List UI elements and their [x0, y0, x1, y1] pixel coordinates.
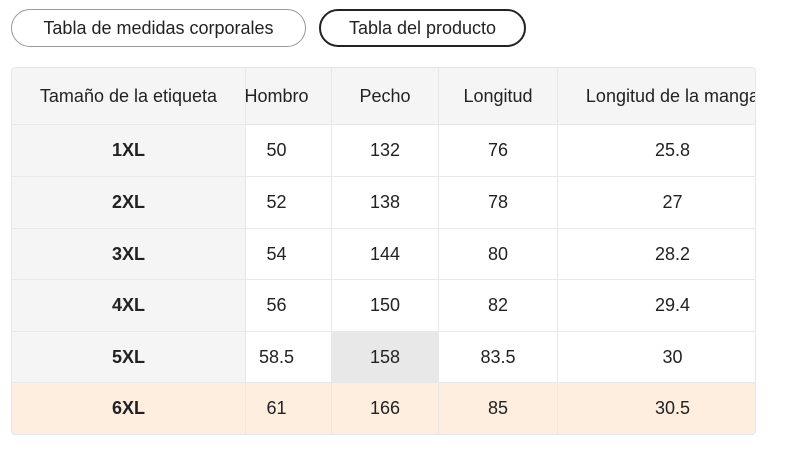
header-cell: Pecho [332, 68, 439, 125]
header-cell: Tamaño de la etiqueta [12, 68, 246, 125]
measure-cell: 82 [439, 280, 558, 332]
tab-selected[interactable]: Tabla del producto [319, 9, 526, 47]
measure-cell: 78 [439, 177, 558, 229]
measure-cell: 30.5 [558, 383, 755, 434]
measure-cell: 80 [439, 229, 558, 280]
measure-cell: 76 [439, 125, 558, 177]
measure-cell: 144 [332, 229, 439, 280]
measure-cell: 58.5 [222, 332, 332, 383]
size-label: 3XL [12, 229, 246, 280]
size-label: 6XL [12, 383, 246, 434]
header-cell: Longitud de la manga [558, 68, 755, 125]
measure-cell: 25.8 [558, 125, 755, 177]
measure-cell: 27 [558, 177, 755, 229]
measure-cell: 150 [332, 280, 439, 332]
size-label: 5XL [12, 332, 246, 383]
measure-cell: 85 [439, 383, 558, 434]
size-label: 4XL [12, 280, 246, 332]
size-label: 2XL [12, 177, 246, 229]
measure-cell: 166 [332, 383, 439, 434]
measure-cell: 132 [332, 125, 439, 177]
header-cell: Longitud [439, 68, 558, 125]
measure-cell: 83.5 [439, 332, 558, 383]
measure-cell: 50 [222, 125, 332, 177]
measure-cell: 30 [558, 332, 755, 383]
tab[interactable]: Tabla de medidas corporales [11, 9, 306, 47]
size-label: 1XL [12, 125, 246, 177]
measure-cell: 52 [222, 177, 332, 229]
measure-cell: 138 [332, 177, 439, 229]
size-table: Tamaño de la etiqueta Hombro Pecho Longitud… [11, 67, 756, 435]
measure-cell: 54 [222, 229, 332, 280]
measure-cell: 158 [332, 332, 439, 383]
measure-cell: 56 [222, 280, 332, 332]
measure-cell: 28.2 [558, 229, 755, 280]
measure-cell: 29.4 [558, 280, 755, 332]
